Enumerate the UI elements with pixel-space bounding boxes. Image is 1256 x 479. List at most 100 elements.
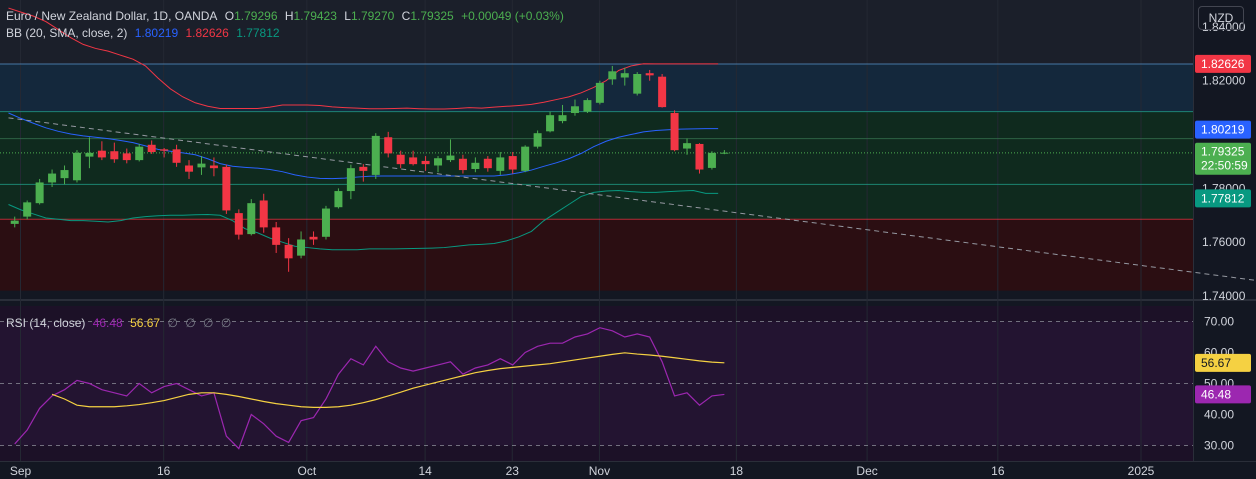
candle-24[interactable] (309, 231, 318, 245)
candle-38[interactable] (483, 156, 492, 172)
candle-40[interactable] (508, 152, 517, 174)
rsi-null-4: ∅ (220, 316, 232, 330)
upper-band-label-text-0: 1.82626 (1201, 57, 1245, 71)
candle-body-39 (496, 157, 505, 171)
candle-8[interactable] (110, 142, 119, 163)
candle-10[interactable] (135, 143, 144, 162)
candle-43[interactable] (546, 111, 555, 133)
rsi-value-label-text-0: 46.48 (1201, 387, 1231, 401)
candle-47[interactable] (595, 80, 604, 105)
candle-body-9 (122, 153, 131, 161)
candle-41[interactable] (521, 145, 530, 173)
rsi-null-1: ∅ (167, 316, 178, 330)
candle-29[interactable] (371, 133, 380, 179)
candle-body-6 (85, 152, 94, 157)
candle-15[interactable] (197, 156, 206, 175)
candle-19[interactable] (247, 199, 256, 236)
candle-44[interactable] (558, 104, 567, 124)
currency-button[interactable]: NZD (1198, 6, 1244, 30)
candle-body-34 (434, 158, 443, 166)
candle-body-3 (48, 173, 57, 183)
candle-32[interactable] (409, 150, 418, 166)
candle-body-11 (147, 144, 156, 153)
candle-2[interactable] (35, 178, 44, 205)
candle-7[interactable] (97, 141, 106, 161)
rsi-ma-label-text-0: 56.67 (1201, 356, 1231, 370)
time-tick-7: Dec (856, 464, 877, 478)
rsi-tick-1: 40.00 (1204, 408, 1234, 422)
candle-body-35 (446, 155, 455, 161)
candle-37[interactable] (471, 157, 480, 173)
candle-35[interactable] (446, 139, 455, 162)
upper-band-label-bg (1195, 54, 1251, 73)
candle-3[interactable] (48, 169, 57, 188)
candle-6[interactable] (85, 137, 94, 169)
candle-body-25 (321, 208, 330, 237)
candle-26[interactable] (334, 188, 343, 209)
candle-12[interactable] (160, 148, 169, 158)
candle-53[interactable] (670, 110, 679, 152)
candle-9[interactable] (122, 148, 131, 164)
candle-22[interactable] (284, 238, 293, 272)
candle-54[interactable] (683, 138, 692, 155)
candle-body-19 (247, 203, 256, 235)
candle-body-29 (371, 135, 380, 175)
candle-20[interactable] (259, 193, 268, 233)
candle-36[interactable] (458, 154, 467, 174)
candle-18[interactable] (234, 209, 243, 240)
candle-50[interactable] (633, 72, 642, 96)
bb-lower-line (8, 190, 719, 251)
candle-0[interactable] (10, 216, 19, 228)
candle-45[interactable] (570, 99, 579, 116)
candle-39[interactable] (496, 152, 505, 175)
candle-42[interactable] (533, 130, 542, 149)
candle-13[interactable] (172, 144, 181, 167)
candle-55[interactable] (695, 143, 704, 174)
candle-16[interactable] (209, 157, 218, 177)
candle-30[interactable] (384, 131, 393, 158)
candle-body-48 (608, 71, 617, 80)
candle-17[interactable] (222, 164, 231, 214)
candle-body-49 (620, 73, 629, 78)
candle-body-37 (471, 162, 480, 169)
candle-4[interactable] (60, 165, 69, 185)
candle-body-24 (309, 236, 318, 240)
candle-body-32 (409, 157, 418, 165)
candle-21[interactable] (272, 222, 281, 253)
rsi-ma-line (51, 352, 725, 408)
candle-body-2 (35, 182, 44, 204)
time-tick-2: Oct (298, 464, 317, 478)
candle-25[interactable] (321, 205, 330, 240)
candle-46[interactable] (583, 98, 592, 114)
time-tick-1: 16 (157, 464, 171, 478)
basis-label-text-0: 1.80219 (1201, 123, 1245, 137)
candle-body-4 (60, 170, 69, 179)
candle-body-31 (396, 154, 405, 165)
bb-legend[interactable]: BB (20, SMA, close, 2) 1.80219 1.82626 1… (6, 26, 284, 40)
price-zone-2 (0, 111, 1193, 153)
candle-57[interactable] (720, 150, 729, 155)
candle-56[interactable] (707, 151, 716, 170)
candle-body-52 (658, 76, 667, 108)
candle-body-50 (633, 74, 642, 94)
trendline[interactable] (8, 117, 1256, 287)
candle-34[interactable] (434, 156, 443, 173)
rsi-legend[interactable]: RSI (14, close) 46.48 56.67 ∅ ∅ ∅ ∅ (6, 316, 235, 330)
candle-49[interactable] (620, 67, 629, 86)
candle-31[interactable] (396, 150, 405, 169)
candle-51[interactable] (645, 69, 654, 81)
candle-5[interactable] (72, 150, 81, 183)
candle-48[interactable] (608, 65, 617, 85)
candle-11[interactable] (147, 140, 156, 154)
candle-1[interactable] (23, 200, 32, 220)
candle-body-47 (595, 82, 604, 103)
candle-28[interactable] (359, 164, 368, 182)
candle-33[interactable] (421, 156, 430, 171)
candle-body-13 (172, 149, 181, 163)
currency-button-label: NZD (1208, 11, 1234, 25)
candle-14[interactable] (185, 160, 194, 179)
candle-52[interactable] (658, 74, 667, 108)
candle-23[interactable] (297, 231, 306, 259)
candle-27[interactable] (346, 164, 355, 200)
